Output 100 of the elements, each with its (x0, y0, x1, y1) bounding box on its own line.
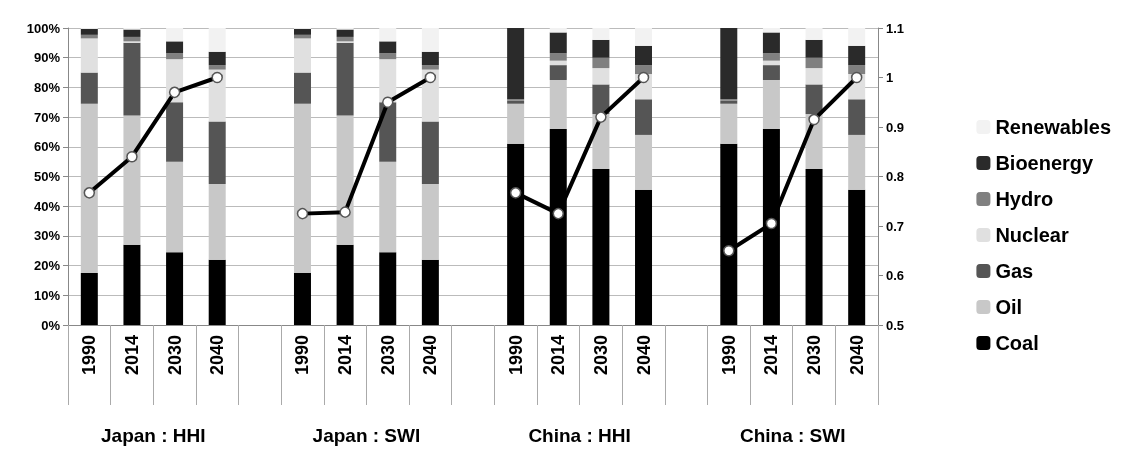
bar (379, 252, 397, 325)
x-tick-label: 1990 (505, 335, 526, 376)
bar (848, 65, 866, 75)
y2-tick-label: 0.9 (886, 119, 905, 135)
bar (549, 65, 567, 80)
bar (592, 169, 610, 325)
bar (549, 79, 567, 129)
x-tick-label: 2014 (335, 335, 356, 376)
bar (762, 65, 780, 80)
bar (421, 65, 439, 70)
legend-label: Coal (995, 332, 1039, 354)
bar (592, 28, 610, 40)
bar (421, 51, 439, 66)
bar (592, 68, 610, 85)
y-tick-label: 60% (33, 139, 61, 155)
y-tick-label: 10% (33, 287, 61, 303)
bar (762, 53, 780, 61)
bar (635, 134, 653, 190)
x-tick-label: 2030 (164, 335, 185, 376)
bar (293, 273, 311, 325)
bar (805, 28, 823, 40)
bar (549, 32, 567, 54)
bar (336, 29, 354, 37)
x-tick-label: 1990 (718, 335, 739, 376)
bar (123, 42, 141, 116)
bar (166, 102, 184, 162)
bar (805, 39, 823, 58)
x-tick-label: 2040 (846, 335, 867, 376)
bar (805, 68, 823, 85)
y-tick-label: 80% (33, 79, 61, 95)
bar (166, 53, 184, 60)
bar (293, 28, 311, 35)
bar (80, 273, 98, 325)
bar (166, 41, 184, 54)
y2-tick-label: 0.6 (886, 268, 905, 283)
bar (208, 259, 226, 325)
y2-tick-label: 0.8 (886, 169, 905, 184)
bar (336, 115, 354, 245)
x-tick-label: 2040 (207, 335, 228, 376)
bar (762, 79, 780, 129)
bar (421, 28, 439, 52)
bar (208, 51, 226, 66)
bar (805, 169, 823, 325)
bar (635, 45, 653, 66)
bar (848, 99, 866, 135)
bar (166, 28, 184, 42)
bar (421, 183, 439, 260)
bar (208, 183, 226, 260)
legend-label: Gas (995, 260, 1034, 282)
x-tick-label: 2040 (420, 335, 441, 376)
bar (592, 57, 610, 69)
y-tick-label: 0% (41, 317, 61, 333)
y-tick-label: 30% (33, 228, 61, 244)
bar (379, 53, 397, 60)
legend-label: Renewables (995, 116, 1111, 138)
bar (507, 28, 525, 100)
bar (208, 121, 226, 184)
bar (720, 103, 738, 144)
legend-label: Nuclear (995, 224, 1069, 246)
bar (80, 38, 98, 73)
bar (635, 99, 653, 135)
x-tick-label: 2030 (590, 335, 611, 376)
bar (592, 39, 610, 58)
y-tick-label: 100% (26, 20, 61, 36)
text: Japan : SWI (312, 424, 421, 446)
bar (848, 45, 866, 66)
y-tick-label: 50% (33, 169, 61, 184)
legend-label: Oil (995, 296, 1023, 318)
bar (166, 252, 184, 325)
bar (805, 57, 823, 69)
legend-label: Bioenergy (995, 152, 1095, 174)
bar (848, 189, 866, 325)
x-tick-label: 2014 (548, 335, 569, 376)
y-tick-label: 70% (33, 109, 61, 125)
bar (208, 65, 226, 70)
bar (123, 115, 141, 245)
bar (123, 244, 141, 325)
y2-tick-label: 0.7 (886, 218, 905, 234)
bar (848, 28, 866, 46)
bar (848, 134, 866, 190)
bar (336, 42, 354, 116)
x-tick-label: 2030 (377, 335, 398, 376)
x-tick-label: 2030 (804, 335, 825, 376)
x-tick-label: 2014 (121, 335, 142, 376)
bar (123, 29, 141, 37)
bar (549, 53, 567, 61)
text: China : HHI (528, 424, 631, 446)
bar (336, 244, 354, 325)
x-tick-label: 2014 (761, 335, 782, 376)
bar (720, 28, 738, 100)
x-tick-label: 1990 (292, 335, 313, 376)
x-tick-label: 1990 (79, 335, 100, 376)
bar (166, 161, 184, 253)
bar (208, 28, 226, 52)
bar (293, 38, 311, 73)
legend-label: Hydro (995, 188, 1054, 210)
bar (80, 103, 98, 274)
y-tick-label: 90% (33, 50, 61, 66)
bar (421, 121, 439, 184)
bar (80, 72, 98, 104)
